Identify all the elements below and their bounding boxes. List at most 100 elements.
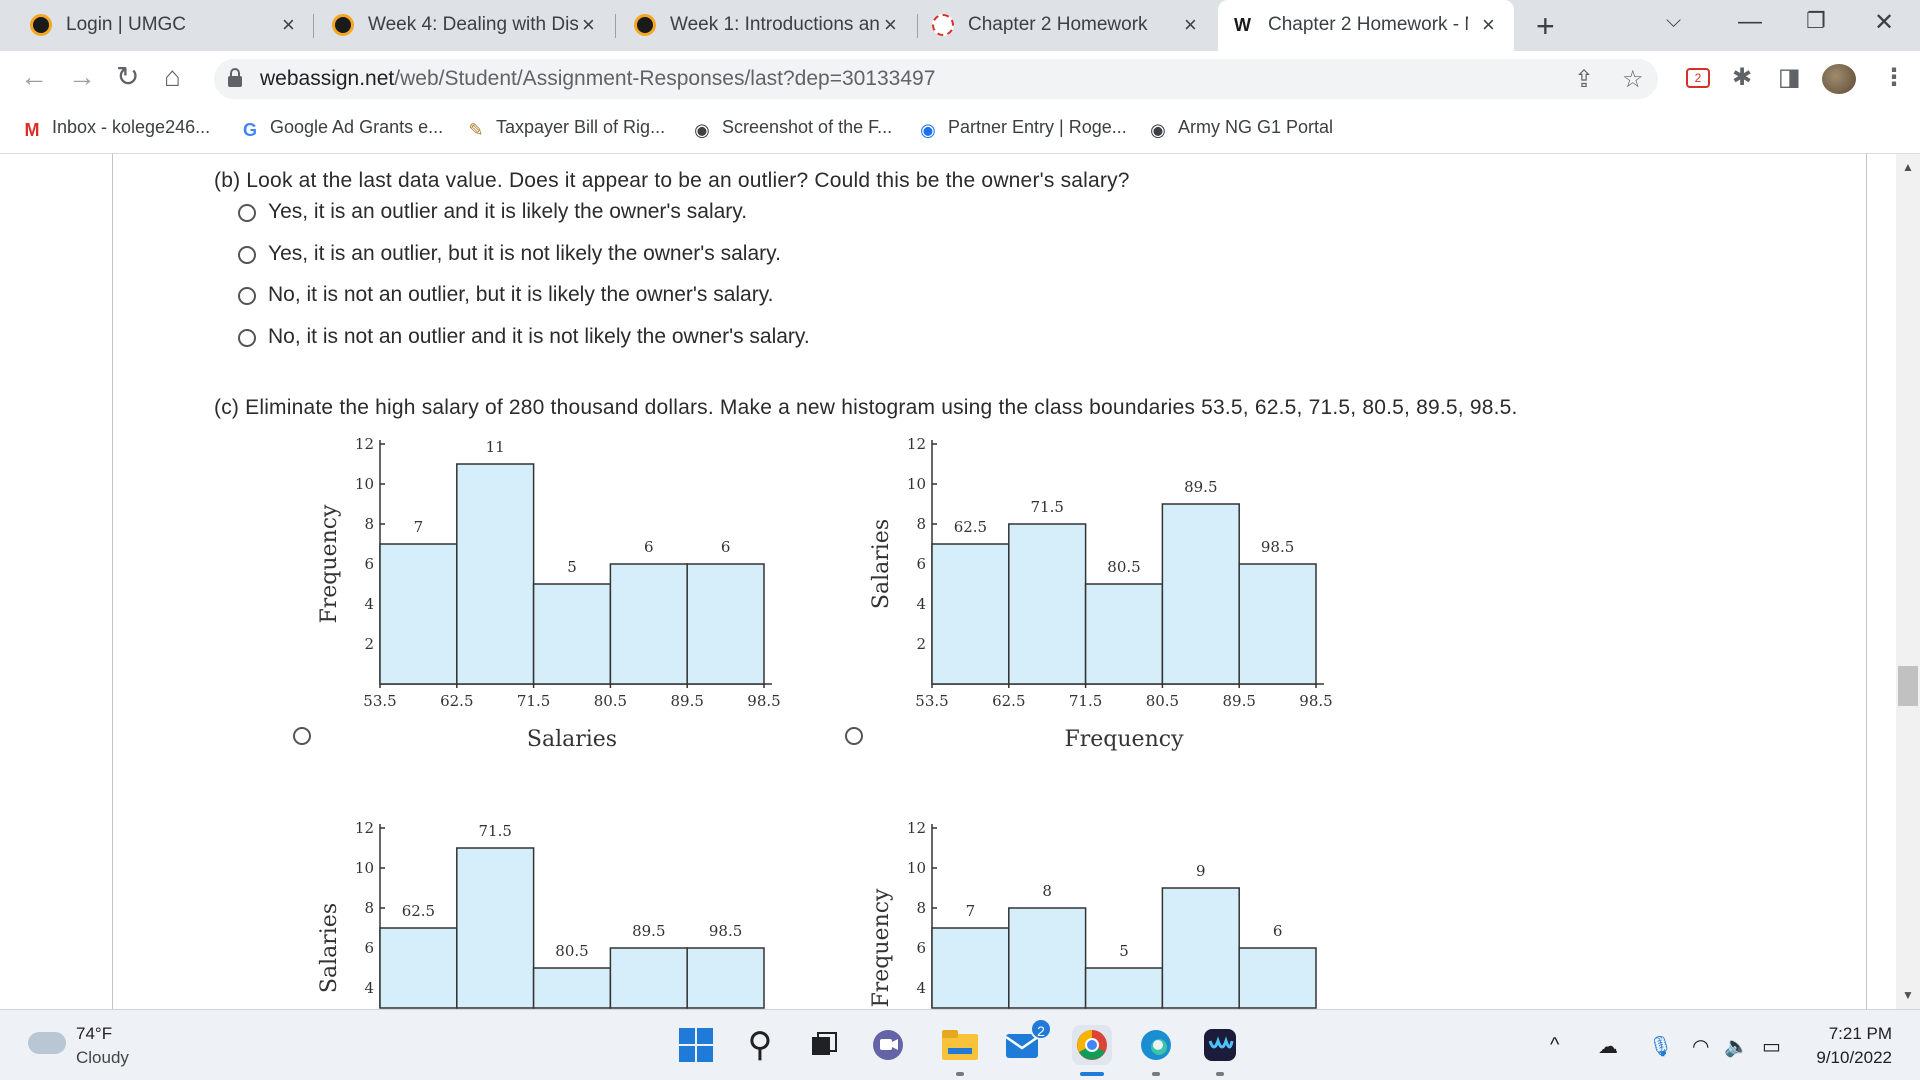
- histogram-bar: [931, 927, 1010, 1009]
- histogram-bar: [532, 583, 612, 685]
- tab-search-icon[interactable]: ⌵: [1666, 10, 1682, 32]
- x-tick-label: 80.5: [1146, 692, 1179, 710]
- bookmark-partner-entry[interactable]: ◉ Partner Entry | Roge...: [918, 117, 1127, 140]
- extension-badge-icon[interactable]: 2: [1686, 68, 1710, 88]
- bar-label: 62.5: [954, 518, 987, 536]
- clock-time[interactable]: 7:21 PM: [1828, 1024, 1892, 1043]
- y-tick-label: 8: [916, 899, 926, 917]
- webex-icon[interactable]: [1200, 1025, 1240, 1065]
- clock-date[interactable]: 9/10/2022: [1816, 1048, 1892, 1067]
- tab-login-umgc[interactable]: Login | UMGC ×: [0, 0, 314, 51]
- chrome-icon[interactable]: [1072, 1025, 1112, 1065]
- globe-icon: ◉: [694, 120, 710, 140]
- bar-label: 98.5: [1261, 538, 1294, 556]
- active-app-indicator: [1080, 1072, 1104, 1076]
- scrollbar-track[interactable]: [1896, 154, 1920, 1009]
- scrollbar-thumb[interactable]: [1898, 666, 1918, 706]
- y-tick-label: 2: [916, 635, 926, 653]
- volume-icon[interactable]: 🔈: [1724, 1036, 1749, 1058]
- windows-start-icon[interactable]: [676, 1025, 716, 1065]
- share-icon[interactable]: ⇪: [1574, 66, 1595, 93]
- tab-week1[interactable]: Week 1: Introductions anc ×: [616, 0, 918, 51]
- edge-icon[interactable]: [1136, 1025, 1176, 1065]
- show-hidden-icons-icon[interactable]: ^: [1550, 1034, 1560, 1056]
- option-label: Yes, it is an outlier, but it is not lik…: [268, 242, 781, 265]
- radio-button[interactable]: [238, 204, 256, 222]
- puzzle-extensions-icon[interactable]: ✱: [1732, 64, 1753, 91]
- bookmark-inbox[interactable]: M Inbox - kolege246...: [22, 117, 211, 140]
- star-icon[interactable]: ☆: [1622, 66, 1644, 93]
- histogram-choice-radio-a[interactable]: [293, 727, 311, 745]
- bookmark-google-ad-grants[interactable]: G Google Ad Grants e...: [240, 117, 443, 140]
- search-icon[interactable]: ⚲: [747, 1026, 773, 1064]
- chat-icon[interactable]: [868, 1025, 908, 1065]
- weather-condition[interactable]: Cloudy: [76, 1048, 129, 1067]
- task-view-icon[interactable]: [804, 1025, 844, 1065]
- tab-title: Week 1: Introductions anc: [670, 14, 880, 35]
- close-window-button[interactable]: ✕: [1874, 9, 1895, 36]
- url-text[interactable]: webassign.net/web/Student/Assignment-Res…: [260, 67, 935, 91]
- tab-title: Login | UMGC: [66, 14, 187, 35]
- tab-chapter2-homework-webassign[interactable]: W Chapter 2 Homework - M ×: [1218, 0, 1514, 51]
- y-tick-label: 6: [916, 939, 926, 957]
- file-explorer-icon[interactable]: [940, 1025, 980, 1065]
- onedrive-icon[interactable]: ☁: [1598, 1036, 1618, 1058]
- bookmark-army-ng[interactable]: ◉ Army NG G1 Portal: [1148, 117, 1333, 140]
- tab-separator: [313, 14, 314, 38]
- x-tick-label: 98.5: [747, 692, 780, 710]
- tab-week4[interactable]: Week 4: Dealing with Dist ×: [314, 0, 616, 51]
- new-tab-button[interactable]: +: [1536, 8, 1555, 44]
- scroll-up-arrow-icon[interactable]: ▲: [1902, 160, 1914, 174]
- bar-label: 6: [1273, 922, 1283, 940]
- forward-arrow-icon[interactable]: →: [68, 61, 96, 92]
- restore-button[interactable]: ❐: [1806, 8, 1826, 33]
- y-tick-label: 12: [907, 435, 926, 453]
- document-icon: ✎: [468, 120, 484, 140]
- tab-strip: Login | UMGC × Week 4: Dealing with Dist…: [0, 0, 1920, 51]
- mail-icon[interactable]: [1004, 1025, 1044, 1065]
- radio-button[interactable]: [238, 329, 256, 347]
- histogram-choice-radio-b[interactable]: [845, 727, 863, 745]
- tab-chapter2-homework[interactable]: Chapter 2 Homework ×: [918, 0, 1218, 51]
- profile-avatar[interactable]: [1822, 64, 1856, 94]
- microphone-icon[interactable]: 🎙: [1648, 1036, 1674, 1058]
- home-icon[interactable]: ⌂: [164, 61, 181, 92]
- histogram-bar: [456, 463, 535, 685]
- battery-icon[interactable]: ▭: [1762, 1036, 1781, 1058]
- bookmark-screenshot[interactable]: ◉ Screenshot of the F...: [692, 117, 892, 140]
- close-icon[interactable]: ×: [1184, 12, 1197, 37]
- lock-icon[interactable]: [228, 68, 242, 88]
- radio-button[interactable]: [238, 287, 256, 305]
- x-axis-title: Salaries: [527, 727, 617, 752]
- wifi-icon[interactable]: ◠: [1692, 1036, 1710, 1058]
- close-icon[interactable]: ×: [1482, 12, 1495, 37]
- scroll-down-arrow-icon[interactable]: ▼: [1902, 988, 1914, 1002]
- minimize-button[interactable]: —: [1738, 8, 1762, 35]
- close-icon[interactable]: ×: [884, 12, 897, 37]
- close-icon[interactable]: ×: [282, 12, 295, 37]
- bookmark-label: Army NG G1 Portal: [1178, 117, 1334, 137]
- x-tick-label: 89.5: [1222, 692, 1255, 710]
- menu-kebab-icon[interactable]: ⋮: [1882, 64, 1906, 91]
- histogram-bar: [609, 947, 688, 1009]
- bar-label: 62.5: [402, 902, 435, 920]
- bar-label: 6: [644, 538, 654, 556]
- reload-icon[interactable]: ↻: [116, 61, 140, 92]
- histogram-bar: [379, 927, 458, 1009]
- close-icon[interactable]: ×: [582, 12, 595, 37]
- option-label: No, it is not an outlier and it is not l…: [268, 325, 810, 348]
- address-bar[interactable]: webassign.net/web/Student/Assignment-Res…: [214, 59, 1658, 99]
- bookmark-taxpayer-bill[interactable]: ✎ Taxpayer Bill of Rig...: [466, 117, 665, 140]
- histogram-svg: 2 4 6 8 10 12 7 11 5 6 6 53.5 62.5 71.5 80.5 89.5 98.5 Sa…: [317, 435, 781, 752]
- weather-temperature[interactable]: 74°F: [76, 1024, 113, 1043]
- bar-label: 6: [721, 538, 731, 556]
- bar-label: 7: [966, 902, 976, 920]
- cloud-icon[interactable]: [28, 1032, 66, 1054]
- back-arrow-icon[interactable]: ←: [20, 61, 48, 92]
- side-panel-icon[interactable]: ◨: [1778, 64, 1801, 91]
- histogram-choice-b: 2 4 6 8 10 12 62.5 71.5 80.5 89.5 98.5 53.5 62.5 71.5…: [852, 424, 1372, 756]
- histogram-bar: [379, 543, 458, 685]
- bookmark-label: Screenshot of the F...: [722, 117, 893, 137]
- radio-button[interactable]: [238, 246, 256, 264]
- bar-label: 89.5: [1184, 478, 1217, 496]
